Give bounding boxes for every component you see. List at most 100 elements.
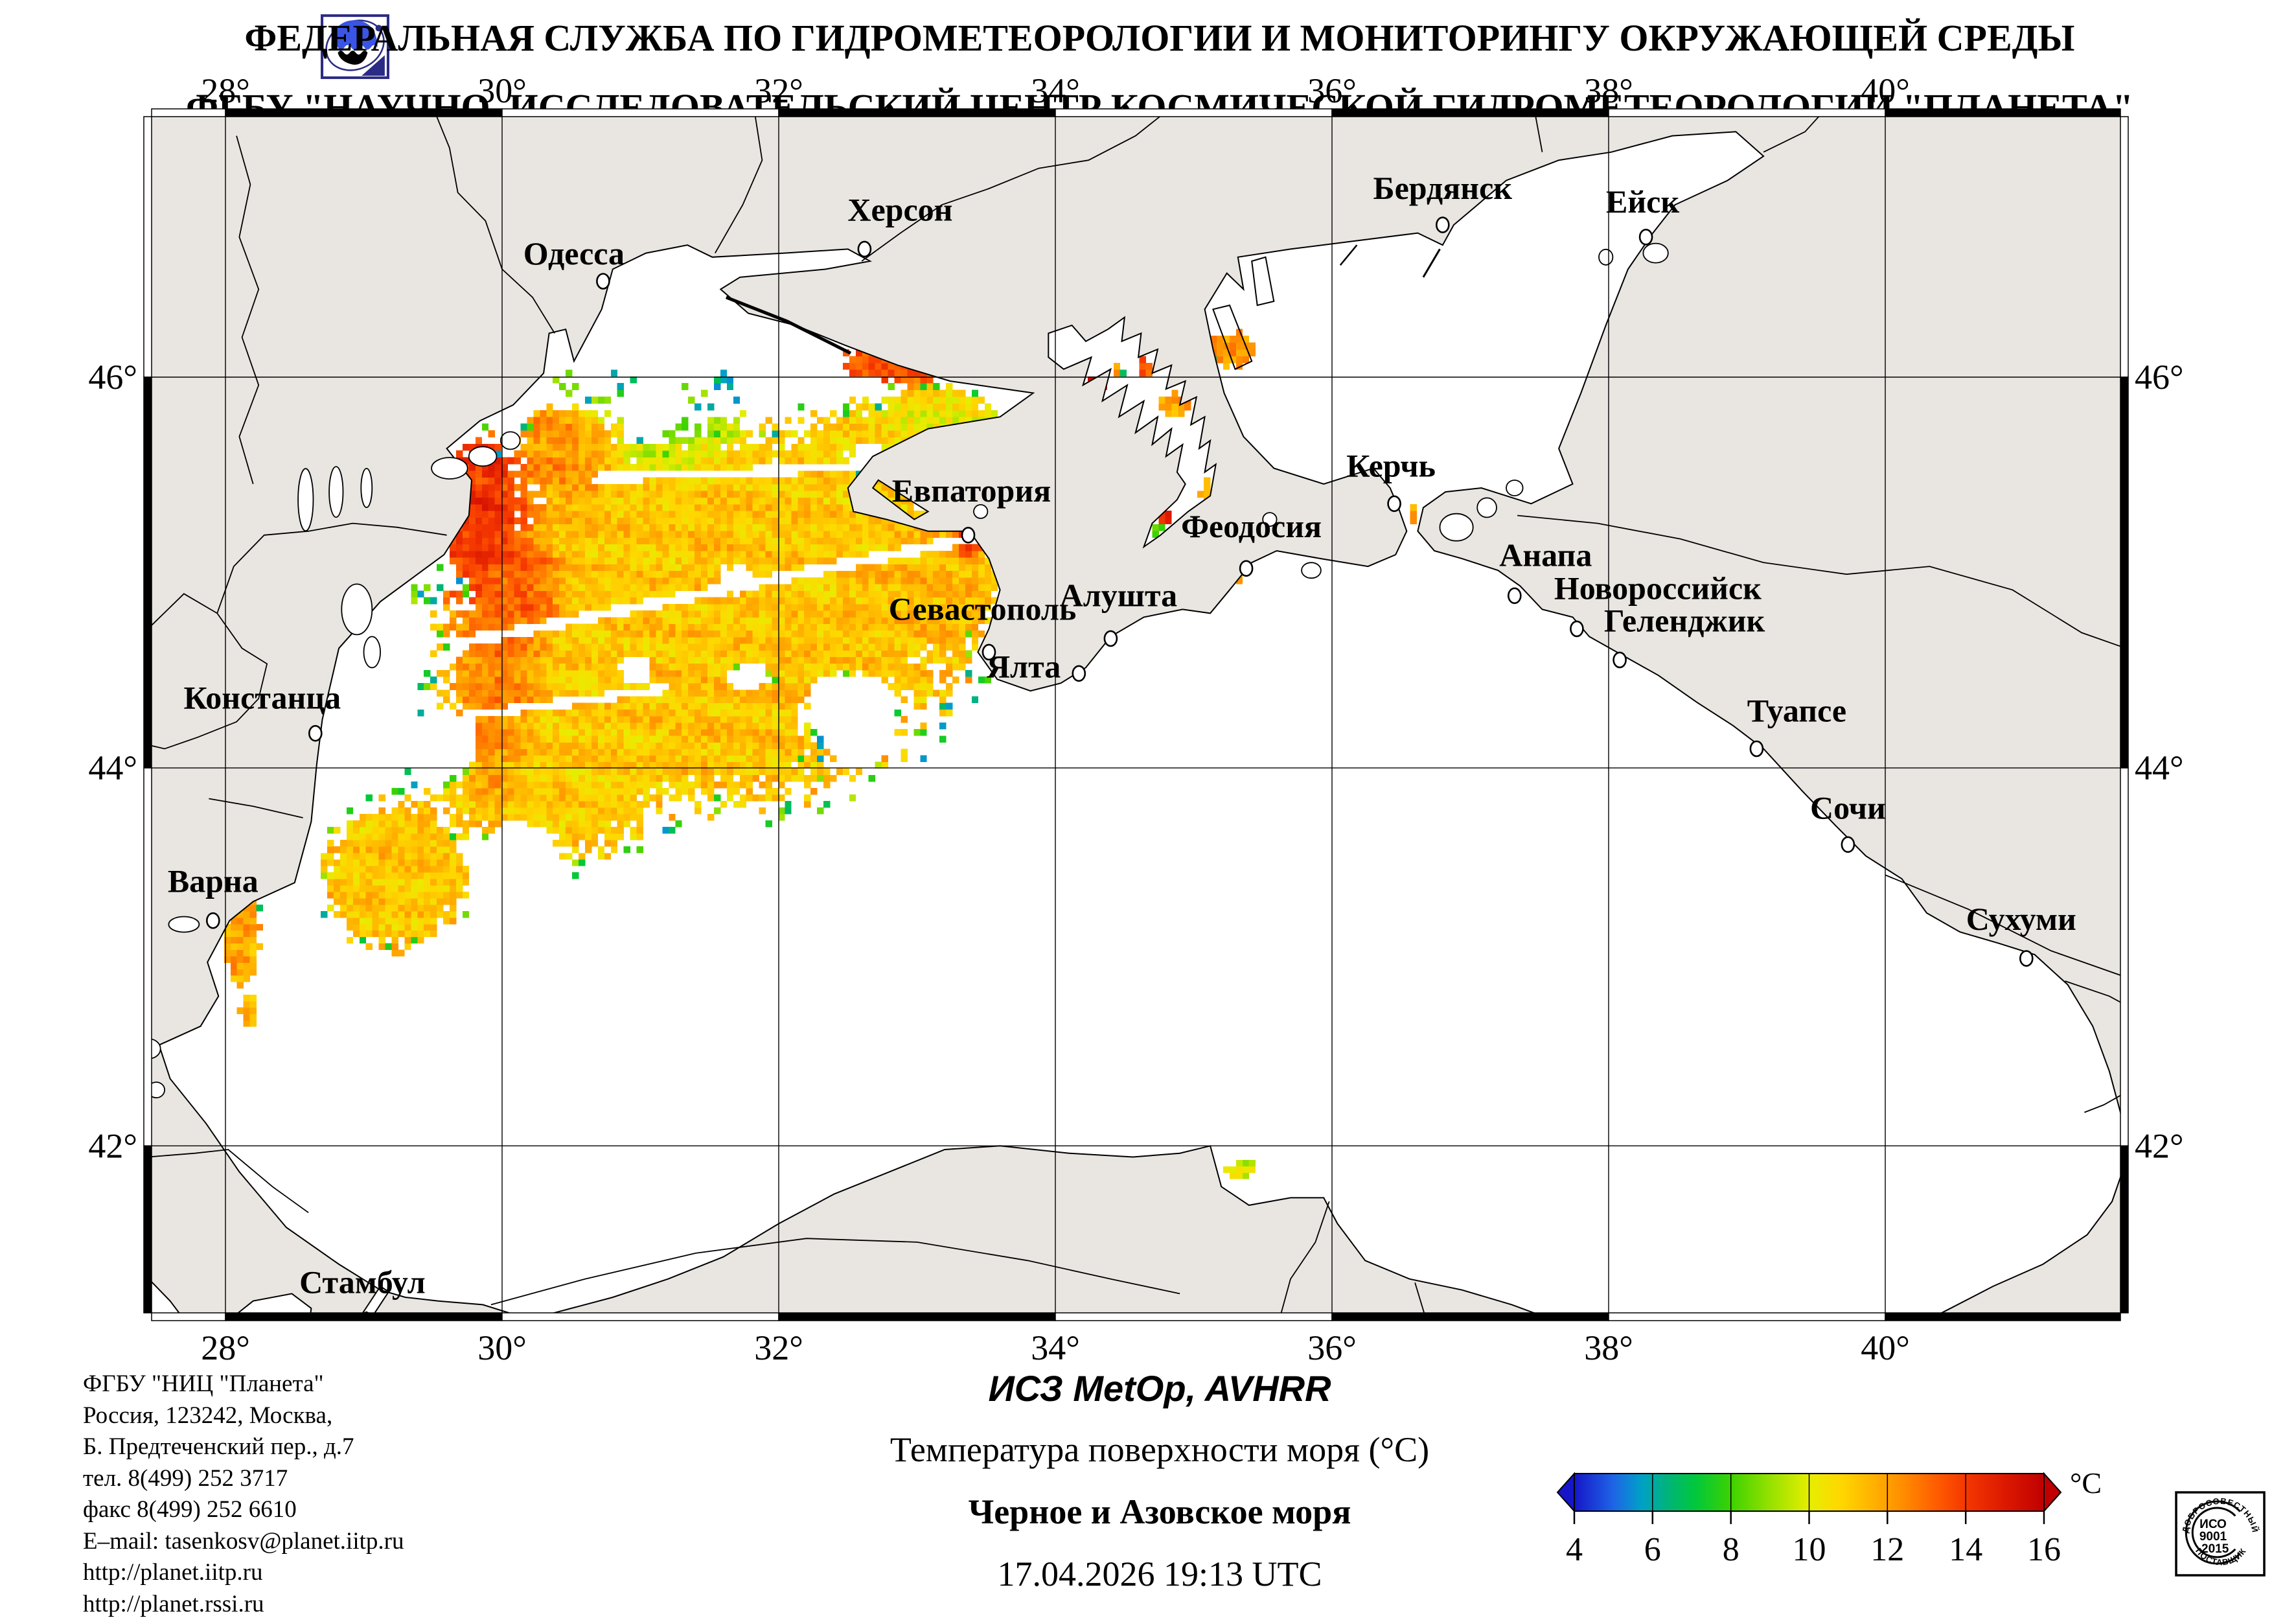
city-dot [1614,653,1626,667]
lon-label-bottom: 32° [754,1328,803,1367]
city-dot [1640,229,1652,244]
stamp-9001: 9001 [2199,1530,2227,1544]
city-label: Севастополь [889,590,1077,627]
lat-label-right: 44° [2135,748,2184,787]
frame-segment-bottom [1609,1313,1885,1321]
lat-label-right: 46° [2135,358,2184,397]
frame-segment-bottom [779,1313,1055,1321]
lake [431,457,468,479]
city-dot [858,242,871,257]
frame-segment-left [144,377,152,768]
city-dot [1388,496,1401,511]
lake [1477,498,1497,517]
lake [361,469,372,507]
city-label: Керчь [1346,447,1436,483]
city-label: Сухуми [1966,901,2076,937]
city-dot [309,726,321,741]
city-label: Феодосия [1181,508,1322,544]
city-dot [1436,218,1449,233]
frame-segment-top [1332,109,1609,117]
lon-label-bottom: 40° [1861,1328,1910,1367]
city-label: Бердянск [1373,170,1513,206]
stamp-iso: ИСО [2199,1518,2227,1531]
lon-label-top: 34° [1031,71,1080,110]
lon-label-bottom: 36° [1307,1328,1357,1367]
city-label: Одесса [523,235,625,272]
frame-segment-top [502,109,779,117]
product-line-4: 17.04.2026 19:13 UTC [23,1554,2296,1594]
city-dot [1105,631,1117,646]
city-label: Констанца [184,680,341,716]
city-label: Анапа [1499,537,1592,573]
frame-segment-right [2120,117,2128,377]
frame-segment-bottom [502,1313,779,1321]
frame-segment-top [1055,109,1332,117]
city-label: Алушта [1060,577,1178,613]
lake [298,469,313,531]
lake [469,446,497,466]
frame-segment-right [2120,1146,2128,1313]
frame-segment-top [225,109,502,117]
frame-segment-right [2120,768,2128,1146]
city-dot [1570,621,1583,636]
lake [1302,562,1321,578]
lake [501,432,520,449]
city-dot [1751,741,1763,756]
frame-segment-bottom [152,1313,225,1321]
lat-label-left: 42° [88,1126,137,1165]
frame-segment-bottom [1332,1313,1609,1321]
frame-segment-bottom [225,1313,502,1321]
city-dot [207,913,219,928]
lake [1506,480,1523,496]
product-line-2: Температура поверхности моря (°C) [23,1429,2296,1470]
lon-label-bottom: 28° [201,1328,250,1367]
frame-segment-right [2120,377,2128,768]
frame-segment-left [144,1146,152,1313]
city-label: Херсон [847,191,952,227]
city-dot [1842,837,1854,852]
lake [1599,249,1613,265]
lake [1440,514,1473,541]
lon-label-top: 30° [477,71,527,110]
lake [341,584,372,634]
city-dot [2020,951,2032,966]
city-dot [1073,666,1085,681]
frame-segment-top [1609,109,1885,117]
frame-segment-top [1885,109,2120,117]
lake [1643,244,1668,263]
city-label: Новороссийск [1554,570,1762,606]
lake [364,636,381,667]
city-dot [597,274,609,289]
lon-label-bottom: 38° [1584,1328,1633,1367]
lon-label-bottom: 30° [477,1328,527,1367]
city-label: Сочи [1810,789,1886,826]
frame-segment-top [779,109,1055,117]
lat-label-left: 46° [88,358,137,397]
city-label: Евпатория [892,472,1051,509]
city-dot [1240,561,1252,576]
lat-label-right: 42° [2135,1126,2184,1165]
lon-label-top: 38° [1584,71,1633,110]
city-dot [962,527,974,542]
iso-9001-stamp: ДОБРОСОВЕСТНЫЙ ИСО 9001 -2015 ПОСТАВЩИК [2174,1490,2266,1577]
city-label: Туапсе [1747,693,1846,729]
frame-segment-bottom [1055,1313,1332,1321]
city-dot [1508,588,1521,603]
lon-label-top: 40° [1861,71,1910,110]
lat-label-left: 44° [88,748,137,787]
city-label: Стамбул [299,1264,426,1301]
city-label: Ялта [987,648,1061,684]
lon-label-top: 28° [201,71,250,110]
lon-label-top: 36° [1307,71,1357,110]
product-line-3: Черное и Азовское моря [23,1492,2296,1532]
frame-segment-left [144,117,152,377]
frame-segment-bottom [1885,1313,2120,1321]
city-label: Ейск [1606,183,1679,220]
lake [329,467,343,517]
lon-label-top: 32° [754,71,803,110]
city-label: Варна [168,863,258,899]
product-line-1: ИСЗ MetOp, AVHRR [23,1367,2296,1409]
frame-segment-left [144,768,152,1146]
